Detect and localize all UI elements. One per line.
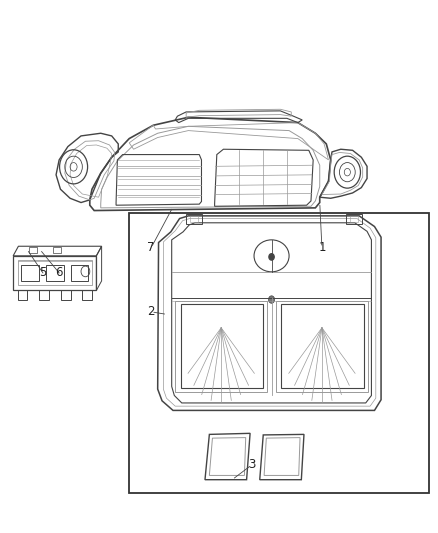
Bar [129,213,429,493]
Bar [346,214,362,224]
Bar [29,247,37,253]
Circle shape [268,296,275,303]
Bar [46,265,64,281]
Bar [186,214,202,224]
Text: 5: 5 [39,266,46,279]
Text: 1: 1 [318,241,326,254]
Bar [350,216,358,222]
Bar [61,290,71,300]
Text: 6: 6 [55,266,63,279]
Text: 2: 2 [147,305,155,318]
Bar [71,265,88,281]
Bar [21,265,39,281]
Bar [18,290,27,300]
Text: 3: 3 [248,458,255,471]
Bar [82,290,92,300]
Bar [53,247,61,253]
Circle shape [269,254,274,260]
Text: 7: 7 [147,241,155,254]
Bar [39,290,49,300]
Bar [190,216,198,222]
